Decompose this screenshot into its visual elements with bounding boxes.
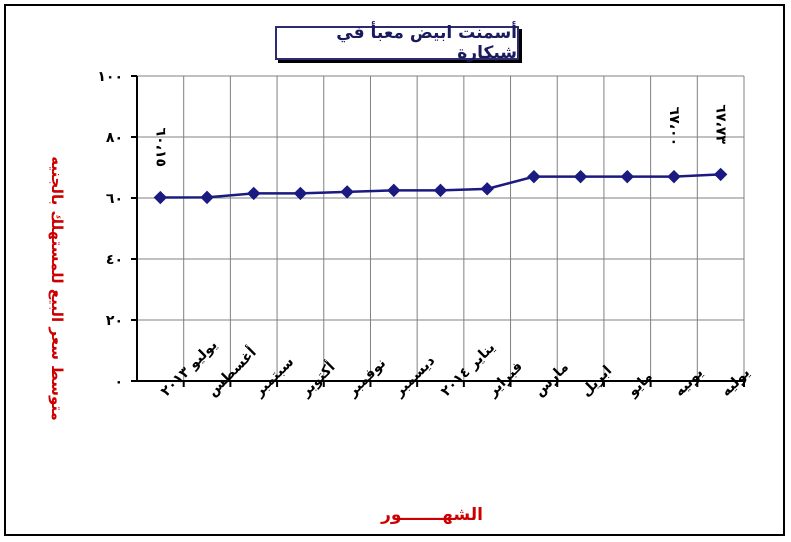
data-point-marker bbox=[480, 182, 494, 196]
data-point-marker bbox=[247, 186, 261, 201]
grid-lines bbox=[137, 75, 745, 381]
y-tick-label: ٦٠ bbox=[106, 191, 123, 207]
x-category-label: ديسمبر bbox=[391, 353, 439, 401]
data-point-marker bbox=[620, 169, 634, 184]
series-markers bbox=[153, 167, 728, 205]
chart-title: أسمنت ابيض معبأ في شيكارة bbox=[336, 23, 517, 63]
data-point-marker bbox=[293, 186, 308, 201]
data-point-marker bbox=[387, 183, 401, 198]
y-tick-label: ١٠٠ bbox=[97, 69, 123, 85]
y-tick-label: ٠ bbox=[114, 374, 123, 390]
chart-frame bbox=[4, 4, 785, 536]
data-label: ٦٧،٧٣ bbox=[713, 104, 729, 144]
x-category-label: نوفمبر bbox=[344, 355, 389, 400]
data-point-marker bbox=[433, 183, 448, 198]
y-tick-label: ٢٠ bbox=[106, 313, 123, 329]
y-tick-label: ٤٠ bbox=[106, 252, 123, 268]
data-point-marker bbox=[667, 169, 681, 184]
y-tick-labels: ٠ ٢٠ ٤٠ ٦٠ ٨٠ ١٠٠ bbox=[97, 69, 123, 390]
x-axis-label: الشهـــــــور bbox=[380, 505, 483, 525]
data-point-marker bbox=[200, 190, 214, 205]
data-point-marker bbox=[340, 185, 354, 199]
x-category-label: أكتوبر bbox=[296, 358, 339, 401]
x-category-label: سبتمبر bbox=[251, 354, 298, 401]
y-tick-label: ٨٠ bbox=[106, 130, 123, 146]
data-point-marker bbox=[527, 169, 541, 184]
data-point-marker bbox=[153, 190, 168, 205]
data-label: ٦٧،٠٠ bbox=[666, 107, 682, 146]
axes bbox=[131, 75, 745, 387]
data-point-marker bbox=[713, 167, 728, 182]
data-labels: ٦٠،١٥ ٦٧،٠٠ ٦٧،٧٣ bbox=[152, 104, 728, 167]
y-axis-label: متوسط سعر البيع للمستهلك بالجنيه bbox=[48, 156, 66, 421]
data-label: ٦٠،١٥ bbox=[152, 128, 168, 168]
x-category-label: مارس bbox=[531, 359, 572, 400]
x-category-label: يونيه bbox=[671, 365, 706, 400]
chart-title-box: أسمنت ابيض معبأ في شيكارة bbox=[275, 23, 519, 63]
data-point-marker bbox=[573, 169, 588, 184]
x-category-label: يوليه bbox=[718, 365, 753, 400]
x-category-label: فبراير bbox=[484, 359, 526, 401]
